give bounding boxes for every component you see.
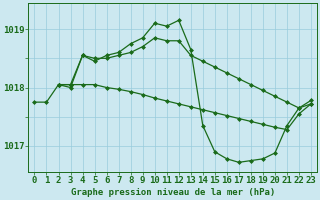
X-axis label: Graphe pression niveau de la mer (hPa): Graphe pression niveau de la mer (hPa) <box>71 188 275 197</box>
